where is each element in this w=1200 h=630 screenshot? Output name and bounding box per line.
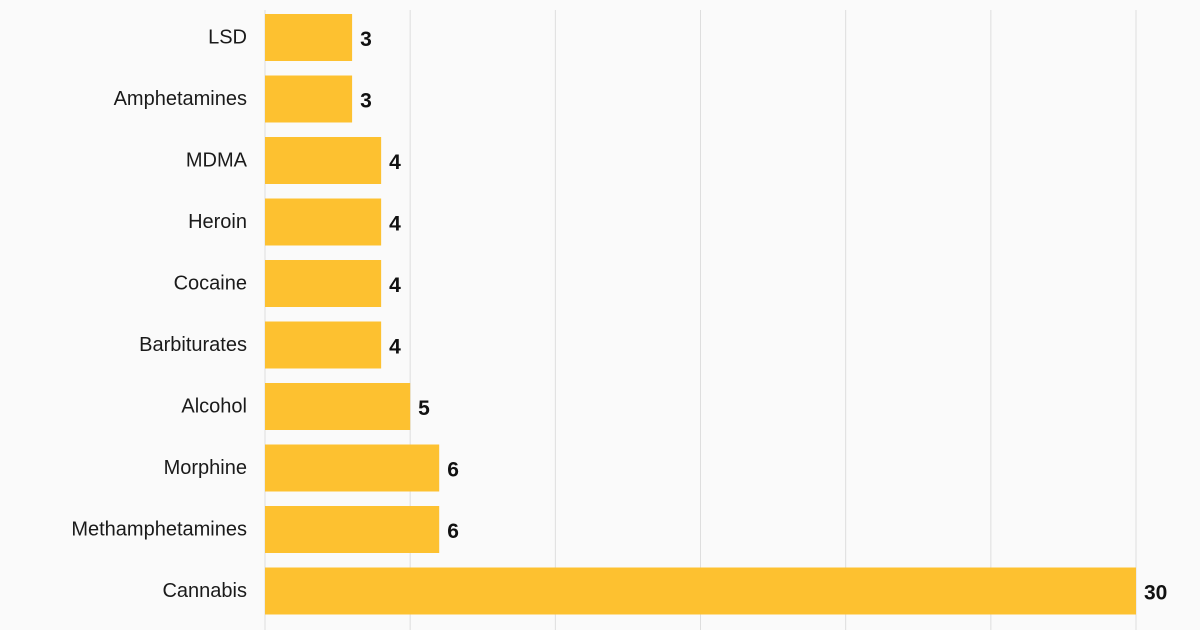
bars	[265, 14, 1136, 615]
category-label: Morphine	[164, 457, 247, 479]
bar-cocaine	[265, 260, 382, 307]
category-label: MDMA	[186, 150, 248, 172]
category-label: Cocaine	[174, 273, 247, 295]
value-label: 4	[389, 336, 401, 359]
bar-cannabis	[265, 567, 1136, 615]
value-label: 3	[360, 28, 372, 51]
category-label: Cannabis	[162, 580, 247, 602]
bar-barbiturates	[265, 321, 382, 369]
grid-lines	[264, 10, 1137, 630]
value-label: 4	[389, 274, 401, 297]
bar-morphine	[265, 444, 440, 492]
bar-amphetamines	[265, 75, 353, 123]
bar-heroin	[265, 198, 382, 246]
category-label: Barbiturates	[139, 334, 247, 356]
category-label: LSD	[208, 27, 247, 49]
category-label: Amphetamines	[114, 88, 247, 110]
value-labels: 3 3 4 4 4 4 5 6 6 30	[360, 28, 1167, 605]
category-labels: LSD Amphetamines MDMA Heroin Cocaine Barbitur…	[71, 27, 247, 603]
value-label: 30	[1144, 582, 1167, 605]
category-label: Alcohol	[181, 396, 247, 418]
value-label: 3	[360, 90, 372, 113]
bar-mdma	[265, 137, 382, 184]
value-label: 5	[418, 397, 430, 420]
bar-alcohol	[265, 383, 411, 430]
category-label: Heroin	[188, 211, 247, 233]
bar-lsd	[265, 14, 353, 61]
bar-methamphetamines	[265, 506, 440, 553]
value-label: 6	[447, 520, 459, 543]
value-label: 4	[389, 151, 401, 174]
value-label: 6	[447, 459, 459, 482]
category-label: Methamphetamines	[71, 519, 247, 541]
value-label: 4	[389, 213, 401, 236]
